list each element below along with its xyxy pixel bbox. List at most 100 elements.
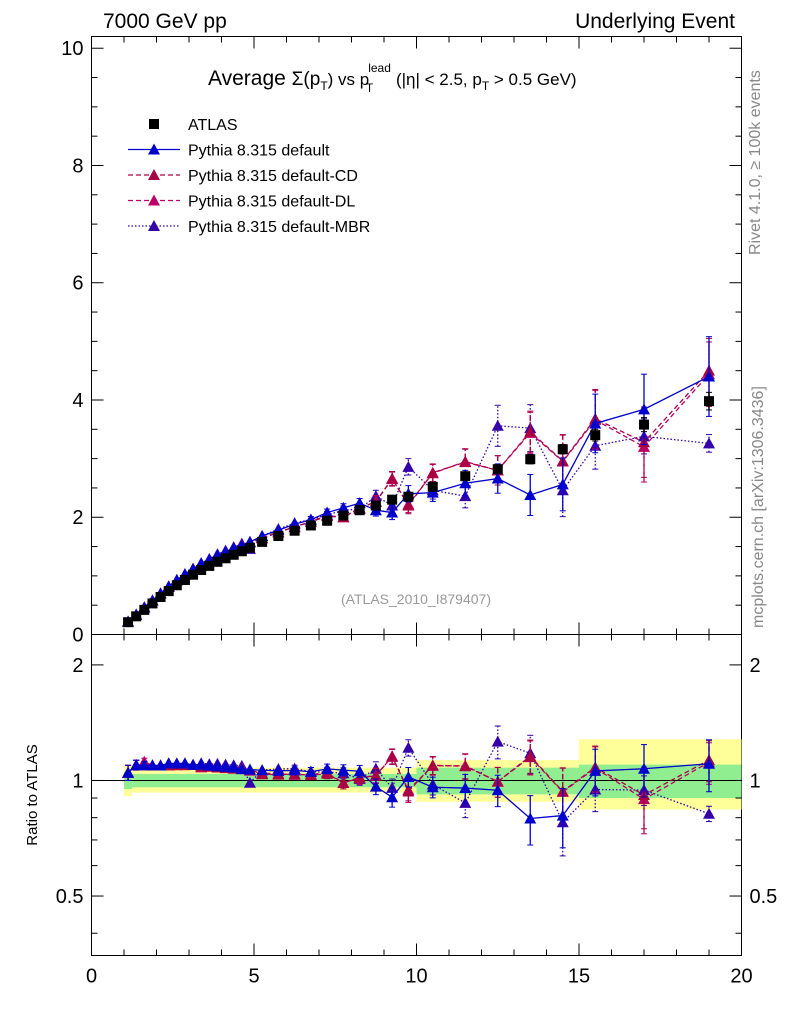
data-point: [204, 560, 215, 571]
ratio-point: [337, 776, 350, 788]
legend: ATLAS Pythia 8.315 default Pythia 8.315 de…: [128, 117, 370, 236]
main-axis-ticks: 0 2 4 6 8 10: [61, 38, 742, 647]
data-point: [589, 417, 602, 429]
legend-marker: [148, 194, 160, 206]
ratio-point: [703, 807, 715, 819]
x-tick-label: 15: [568, 966, 590, 988]
ratio-point: [243, 763, 256, 775]
data-point: [426, 466, 439, 478]
plot-title: Average Σ(pT) vs plead T (|η| < 2.5, pT >…: [208, 61, 577, 95]
x-tick-label: 10: [405, 966, 427, 988]
ratio-point: [402, 741, 415, 753]
data-point: [171, 580, 182, 591]
data-point: [196, 565, 207, 576]
data-point: [525, 454, 536, 465]
data-point: [524, 425, 537, 437]
ratio-point: [272, 764, 285, 776]
series-1: [122, 336, 715, 627]
data-point: [289, 525, 300, 536]
data-point: [305, 520, 316, 531]
ratio-point: [321, 762, 334, 774]
ratio-point: [426, 781, 439, 793]
data-point: [387, 494, 398, 505]
x-tick-label: 20: [730, 966, 752, 988]
ratio-point: [524, 812, 537, 824]
ratio-point: [122, 766, 135, 778]
data-point: [337, 501, 350, 513]
data-point: [139, 604, 150, 615]
ratio-point: [130, 759, 143, 771]
legend-item: Pythia 8.315 default: [128, 143, 330, 160]
ratio-point: [162, 757, 175, 769]
main-y-tick-label: 6: [72, 273, 83, 295]
ratio-series-1: [122, 739, 715, 849]
ratio-point: [178, 757, 191, 769]
series-2: [122, 337, 715, 627]
ratio-band-inner: [579, 764, 742, 799]
legend-label: Pythia 8.315 default: [188, 143, 330, 160]
series-line: [127, 370, 710, 623]
data-point: [460, 471, 471, 482]
data-point: [322, 515, 333, 526]
series-line: [127, 375, 710, 623]
legend-label: Pythia 8.315 default-MBR: [188, 219, 370, 236]
data-point: [257, 536, 268, 547]
data-point: [386, 506, 399, 518]
data-point: [427, 481, 438, 492]
data-point: [402, 460, 415, 472]
ratio-point: [227, 761, 240, 773]
data-point: [426, 486, 439, 498]
ratio-point: [235, 763, 248, 775]
data-point: [354, 505, 365, 516]
ratio-y-tick-label-right: 1: [750, 770, 761, 792]
data-point: [188, 569, 199, 580]
rivet-label: Rivet 4.1.0, ≥ 100k events: [747, 70, 764, 255]
ratio-point: [524, 750, 537, 762]
data-point: [590, 430, 601, 441]
ratio-series-line: [127, 755, 710, 796]
ratio-point: [369, 780, 382, 792]
data-point: [459, 477, 472, 489]
data-point: [491, 472, 504, 484]
ratio-point: [426, 759, 439, 771]
data-point: [236, 546, 247, 557]
data-point: [321, 506, 334, 518]
main-series-layer: [122, 336, 715, 628]
ratio-point: [211, 760, 224, 772]
data-point: [155, 591, 166, 602]
ratio-point: [170, 757, 183, 769]
data-point: [131, 611, 142, 622]
ratio-y-tick-label-right: 2: [750, 655, 761, 677]
ratio-y-tick-label: 0.5: [56, 886, 84, 908]
data-point: [220, 553, 231, 564]
ratio-series-layer: [122, 725, 715, 857]
ratio-point: [386, 750, 399, 762]
analysis-watermark: (ATLAS_2010_I879407): [341, 591, 491, 607]
data-point: [228, 549, 239, 560]
data-point: [147, 598, 158, 609]
main-y-tick-label: 10: [61, 38, 83, 60]
series-3: [122, 341, 715, 627]
data-point: [703, 370, 715, 382]
legend-marker: [148, 220, 160, 231]
ratio-point: [203, 759, 216, 771]
data-point: [638, 403, 650, 415]
ratio-axis-ticks: 0.5 0.5 1 1 2 2: [56, 655, 777, 934]
ratio-point: [459, 782, 472, 794]
legend-marker: [148, 169, 160, 180]
ratio-point: [288, 764, 301, 776]
ratio-point: [491, 784, 504, 796]
ratio-point: [219, 760, 232, 772]
data-point: [123, 617, 134, 628]
data-point: [491, 419, 504, 431]
ratio-point: [369, 769, 382, 781]
ratio-point: [138, 759, 151, 771]
header-right: Underlying Event: [575, 10, 735, 33]
series-line: [127, 373, 710, 623]
ratio-point: [243, 776, 256, 788]
legend-marker: [149, 119, 159, 129]
data-point: [557, 444, 568, 455]
legend-label: Pythia 8.315 default-CD: [188, 168, 358, 185]
ratio-point: [187, 758, 200, 770]
